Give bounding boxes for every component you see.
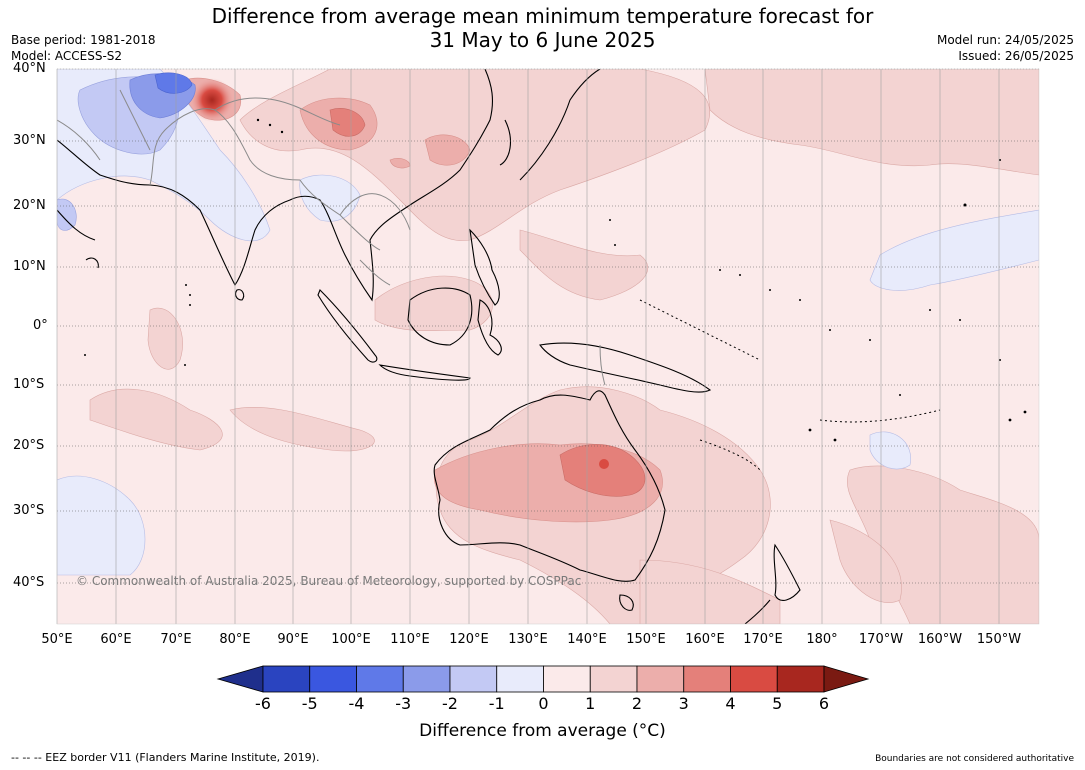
longitude-label: 170°E <box>743 632 783 647</box>
eez-borders <box>639 299 941 471</box>
colorbar-swatch <box>402 665 451 693</box>
anomaly-3-4 <box>329 108 646 497</box>
colorbar-tick-label: -1 <box>488 694 505 713</box>
latitude-label: 40°N <box>13 61 46 76</box>
latitude-label: 20°S <box>13 438 45 453</box>
latitude-label: 20°N <box>13 198 46 213</box>
colorbar-swatch <box>730 665 778 693</box>
colorbar-swatch <box>356 665 404 693</box>
latitude-label: 0° <box>33 318 48 333</box>
meta-left: Base period: 1981-2018 Model: ACCESS-S2 <box>11 32 156 64</box>
longitude-label: 140°E <box>567 632 607 647</box>
colorbar-extend-low <box>216 665 264 693</box>
hotspot-tibet <box>190 78 234 122</box>
longitude-label: 150°E <box>626 632 666 647</box>
colorbar-tick-label: 6 <box>818 694 830 713</box>
map-field <box>57 69 1039 624</box>
colorbar-swatch <box>449 665 498 693</box>
longitude-label: 170°W <box>858 632 904 647</box>
latitude-label: 10°S <box>13 377 45 392</box>
base-period: Base period: 1981-2018 <box>11 33 156 47</box>
latitude-label: 40°S <box>13 575 45 590</box>
longitude-label: 180° <box>806 632 838 647</box>
country-borders <box>57 89 606 386</box>
longitude-label: 80°E <box>219 632 251 647</box>
colorbar-tick-label: -5 <box>301 694 318 713</box>
boundaries-disclaimer: Boundaries are not considered authoritat… <box>875 754 1074 764</box>
colorbar-label: Difference from average (°C) <box>419 721 666 741</box>
longitude-label: 70°E <box>160 632 192 647</box>
colorbar-tick-label: -3 <box>395 694 412 713</box>
longitude-label: 160°W <box>917 632 963 647</box>
longitude-label: 120°E <box>449 632 489 647</box>
colorbar-swatch <box>309 665 357 693</box>
colorbar-swatch <box>543 665 591 693</box>
longitude-label: 50°E <box>41 632 73 647</box>
colorbar-tick-label: 2 <box>631 694 643 713</box>
model-run: Model run: 24/05/2025 <box>936 33 1074 47</box>
longitude-label: 90°E <box>277 632 309 647</box>
coastlines <box>57 69 801 624</box>
longitude-label: 160°E <box>685 632 725 647</box>
colorbar-tick-label: -6 <box>255 694 271 713</box>
colorbar-tick-label: -2 <box>442 694 458 713</box>
eez-legend-note: -- -- -- EEZ border V11 (Flanders Marine… <box>11 751 320 764</box>
title-line-2: 31 May to 6 June 2025 <box>429 28 656 52</box>
longitude-label: 150°W <box>976 632 1022 647</box>
latitude-label: 30°S <box>13 503 45 518</box>
colorbar-tick-label: 5 <box>772 694 783 713</box>
longitude-label: 130°E <box>508 632 548 647</box>
longitude-label: 60°E <box>100 632 132 647</box>
issued-date: Issued: 26/05/2025 <box>958 49 1074 63</box>
colorbar-swatch <box>262 665 311 693</box>
pacific-islands <box>84 118 1027 442</box>
colorbar-swatch <box>636 665 685 693</box>
map-frame <box>56 68 1040 625</box>
colorbar-tick-label: 4 <box>725 694 736 713</box>
colorbar <box>216 665 870 693</box>
colorbar-swatch <box>776 665 825 693</box>
anomaly-neg-3-4 <box>154 72 193 94</box>
colorbar-tick-label: 3 <box>678 694 689 713</box>
model-name: Model: ACCESS-S2 <box>11 49 123 63</box>
colorbar-tick-label: 1 <box>585 694 596 713</box>
colorbar-swatch <box>683 665 731 693</box>
meta-right: Model run: 24/05/2025 Issued: 26/05/2025 <box>937 32 1074 64</box>
longitude-label: 110°E <box>390 632 430 647</box>
colorbar-tick-label: 0 <box>538 694 549 713</box>
chart-title: Difference from average mean minimum tem… <box>0 4 1085 52</box>
hotspot-australia <box>599 459 609 469</box>
title-line-1: Difference from average mean minimum tem… <box>211 4 874 28</box>
longitude-label: 100°E <box>331 632 371 647</box>
copyright-notice: © Commonwealth of Australia 2025, Bureau… <box>76 574 582 588</box>
latitude-label: 30°N <box>13 133 46 148</box>
colorbar-swatch <box>589 665 638 693</box>
colorbar-swatch <box>496 665 544 693</box>
latitude-label: 10°N <box>13 259 46 274</box>
colorbar-tick-label: -4 <box>348 694 365 713</box>
colorbar-extend-high <box>823 665 870 693</box>
